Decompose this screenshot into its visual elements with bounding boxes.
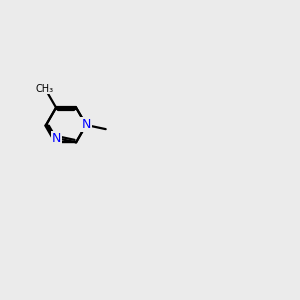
Text: N: N [52,132,61,145]
Text: N: N [81,118,91,131]
Text: CH₃: CH₃ [36,83,54,94]
